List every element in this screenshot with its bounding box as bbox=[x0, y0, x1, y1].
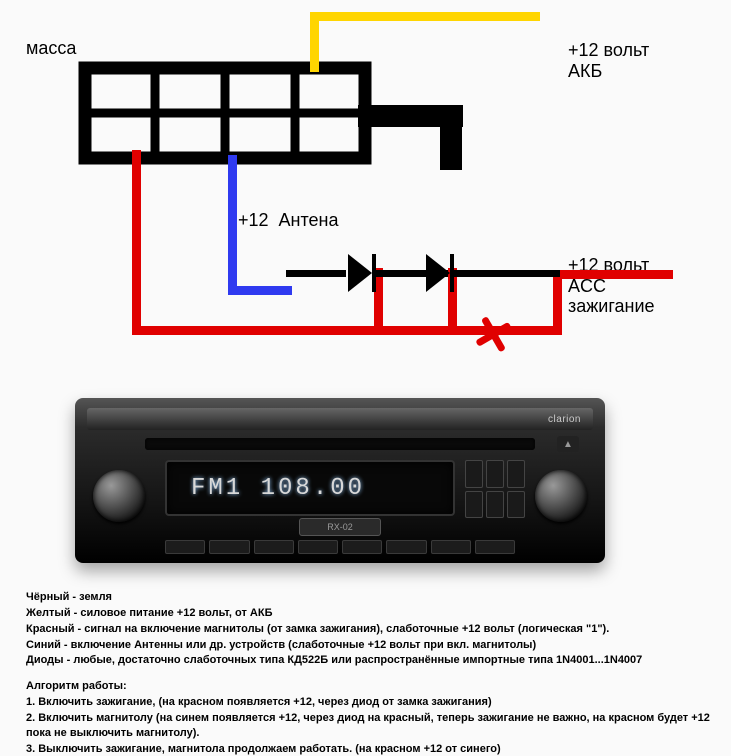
preset-button-pad bbox=[465, 460, 525, 518]
legend-alg-line: 1. Включить зажигание, (на красном появл… bbox=[26, 695, 711, 710]
preset-button[interactable] bbox=[486, 491, 504, 519]
small-button[interactable] bbox=[165, 540, 205, 554]
preset-button[interactable] bbox=[507, 491, 525, 519]
tune-knob[interactable] bbox=[535, 470, 587, 522]
brand-label: clarion bbox=[548, 414, 581, 425]
label-akb: +12 вольт АКБ bbox=[568, 40, 649, 81]
legend-line: Чёрный - земля bbox=[26, 590, 711, 605]
legend-line: Красный - сигнал на включение магнитолы … bbox=[26, 622, 711, 637]
legend-alg-title: Алгоритм работы: bbox=[26, 679, 711, 694]
wire-segment bbox=[454, 270, 560, 277]
preset-button[interactable] bbox=[465, 491, 483, 519]
wire-segment bbox=[286, 270, 346, 277]
legend-line: Диоды - любые, достаточно слаботочных ти… bbox=[26, 653, 711, 668]
wire-segment bbox=[228, 286, 292, 295]
legend-text: Чёрный - земля Желтый - силовое питание … bbox=[26, 590, 711, 756]
small-button[interactable] bbox=[298, 540, 338, 554]
legend-alg-line: 3. Выключить зажигание, магнитола продол… bbox=[26, 742, 711, 756]
wire-segment bbox=[553, 270, 562, 335]
legend-line: Желтый - силовое питание +12 вольт, от А… bbox=[26, 606, 711, 621]
small-button[interactable] bbox=[209, 540, 249, 554]
legend-alg-line: 2. Включить магнитолу (на синем появляет… bbox=[26, 711, 711, 741]
small-button[interactable] bbox=[386, 540, 426, 554]
small-button[interactable] bbox=[475, 540, 515, 554]
label-antenna: +12 Антена bbox=[238, 210, 339, 231]
wire-segment bbox=[132, 150, 141, 335]
diode-icon bbox=[426, 254, 450, 292]
diode-icon bbox=[348, 254, 372, 292]
legend-line: Синий - включение Антенны или др. устрой… bbox=[26, 638, 711, 653]
wire-segment bbox=[553, 270, 673, 279]
wire-segment bbox=[440, 105, 462, 170]
label-acc: +12 вольт ACC зажигание bbox=[568, 255, 655, 317]
page-root: масса +12 вольт АКБ +12 Антена +12 вольт… bbox=[0, 0, 731, 756]
small-button[interactable] bbox=[254, 540, 294, 554]
preset-button[interactable] bbox=[486, 460, 504, 488]
bottom-button-row bbox=[165, 540, 515, 554]
preset-button[interactable] bbox=[465, 460, 483, 488]
cd-slot[interactable] bbox=[145, 438, 535, 450]
small-button[interactable] bbox=[431, 540, 471, 554]
wire-segment bbox=[228, 155, 237, 295]
wire-segment bbox=[310, 12, 319, 72]
car-stereo: clarion ▲ FM1 108.00 RX-02 bbox=[75, 398, 605, 563]
volume-knob[interactable] bbox=[93, 470, 145, 522]
wire-segment bbox=[310, 12, 540, 21]
stereo-display: FM1 108.00 bbox=[165, 460, 455, 516]
stereo-top-bar: clarion bbox=[87, 408, 593, 430]
model-badge: RX-02 bbox=[299, 518, 381, 536]
display-text: FM1 108.00 bbox=[191, 475, 365, 502]
preset-button[interactable] bbox=[507, 460, 525, 488]
label-ground: масса bbox=[26, 38, 76, 59]
eject-button[interactable]: ▲ bbox=[557, 436, 579, 452]
small-button[interactable] bbox=[342, 540, 382, 554]
